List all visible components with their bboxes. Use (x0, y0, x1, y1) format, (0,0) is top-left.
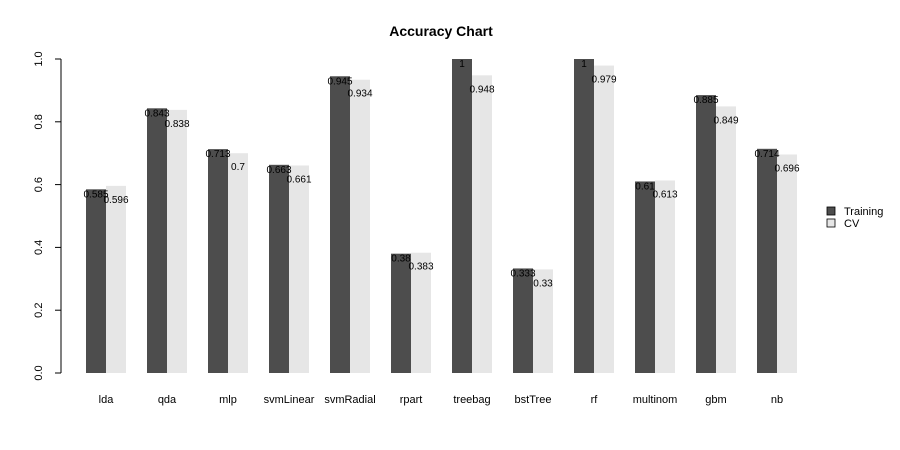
category-label: mlp (219, 394, 237, 406)
y-tick-label: 0.8 (33, 114, 45, 129)
bar-cv (594, 65, 614, 374)
category-labels: lda qda mlp svmLinear svmRadial rpart treebag b… (99, 394, 783, 406)
value-label-training: 0.885 (693, 95, 718, 106)
legend-swatch-training (826, 206, 836, 216)
bar-cv (228, 153, 248, 373)
value-label-training: 0.333 (510, 268, 535, 279)
bar-training (513, 268, 533, 373)
y-tick-label: 0.2 (33, 303, 45, 318)
y-tick-label: 0.0 (33, 365, 45, 380)
value-label-cv: 0.934 (347, 89, 372, 100)
value-label-cv: 0.948 (469, 84, 494, 95)
bar-training (147, 108, 167, 373)
value-label-cv: 0.7 (231, 162, 245, 173)
value-label-training: 0.38 (391, 254, 411, 265)
bar-cv (106, 185, 126, 373)
bar-cv (533, 269, 553, 373)
category-label: qda (158, 394, 177, 406)
category-label: svmLinear (264, 394, 315, 406)
bar-cv (411, 252, 431, 373)
bar-training (391, 253, 411, 373)
y-tick-label: 1.0 (33, 51, 45, 66)
value-label-cv: 0.696 (774, 163, 799, 174)
category-label: svmRadial (324, 394, 375, 406)
category-label: rpart (400, 394, 423, 406)
value-label-cv: 0.33 (533, 278, 553, 289)
value-label-training: 0.663 (266, 165, 291, 176)
legend-swatch-cv (826, 218, 836, 228)
value-label-training: 0.843 (144, 108, 169, 119)
bar-training (452, 59, 472, 373)
bars (86, 59, 797, 374)
bar-cv (777, 154, 797, 373)
bar-training (86, 189, 106, 373)
value-label-cv: 0.383 (408, 262, 433, 273)
category-label: rf (591, 394, 599, 406)
bar-cv (655, 180, 675, 373)
bar-training (269, 164, 289, 373)
bar-training (635, 181, 655, 373)
value-label-training: 0.713 (205, 149, 230, 160)
category-label: treebag (453, 394, 490, 406)
category-label: lda (99, 394, 115, 406)
bar-training (757, 148, 777, 373)
bar-training (330, 76, 350, 374)
category-label: gbm (705, 394, 726, 406)
y-tick-label: 0.4 (33, 240, 45, 255)
chart-title: Accuracy Chart (389, 23, 493, 39)
value-label-cv: 0.596 (103, 195, 128, 206)
value-label-training: 0.714 (754, 149, 779, 160)
legend-label-cv: CV (844, 218, 860, 230)
bar-cv (716, 106, 736, 373)
value-label-cv: 0.661 (286, 174, 311, 185)
value-label-training: 0.945 (327, 76, 352, 87)
bar-training (574, 59, 594, 373)
y-tick-label: 0.6 (33, 177, 45, 192)
value-label-cv: 0.849 (713, 115, 738, 126)
value-label-training: 0.61 (635, 181, 655, 192)
bar-cv (472, 75, 492, 373)
legend-label-training: Training (844, 206, 883, 218)
category-label: bstTree (515, 394, 552, 406)
y-axis: 0.0 0.2 0.4 0.6 0.8 1.0 (33, 51, 62, 381)
value-label-cv: 0.613 (652, 190, 677, 201)
bar-cv (289, 165, 309, 373)
category-label: nb (771, 394, 783, 406)
bar-cv (350, 79, 370, 373)
category-label: multinom (633, 394, 678, 406)
value-label-training: 1 (459, 59, 465, 70)
value-label-cv: 0.979 (591, 75, 616, 86)
value-label-cv: 0.838 (164, 119, 189, 130)
value-label-training: 1 (581, 59, 587, 70)
bar-training (208, 149, 228, 373)
bar-training (696, 95, 716, 374)
value-label-training: 0.585 (83, 189, 108, 200)
bar-cv (167, 109, 187, 374)
